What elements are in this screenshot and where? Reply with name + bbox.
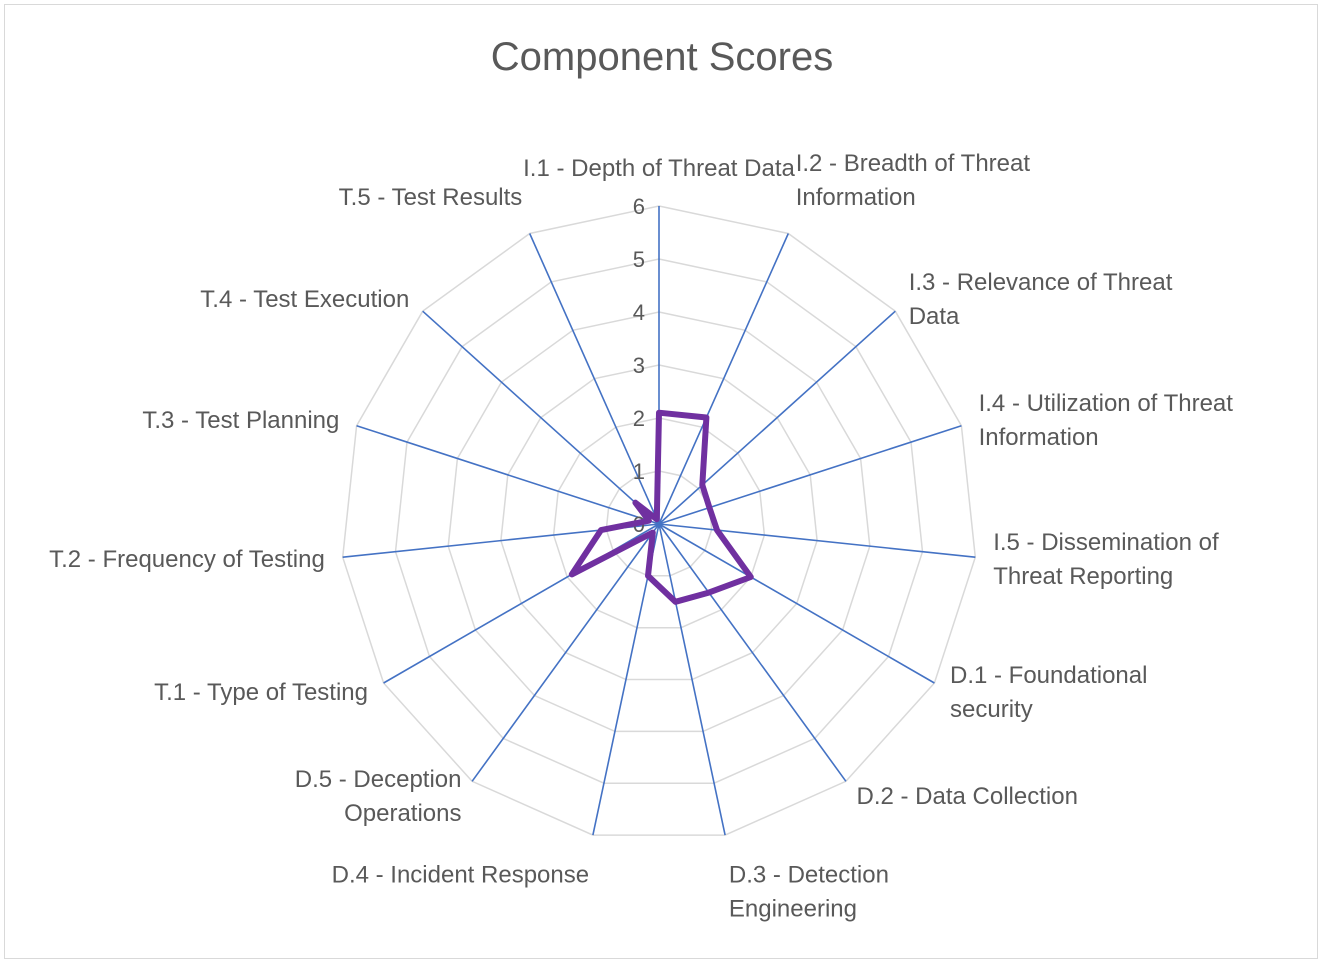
category-label-line: T.5 - Test Results <box>339 184 523 211</box>
tick-label: 2 <box>633 406 645 431</box>
category-label-line: Engineering <box>729 896 857 923</box>
radar-series <box>568 409 754 605</box>
tick-label: 4 <box>633 300 645 325</box>
grid-ring <box>341 205 977 836</box>
tick-label: 3 <box>633 353 645 378</box>
category-label: T.5 - Test Results <box>339 184 523 211</box>
category-label-line: Threat Reporting <box>993 563 1173 590</box>
radar-spoke <box>471 523 660 782</box>
chart-title: Component Scores <box>491 35 833 79</box>
radar-category-labels: I.1 - Depth of Threat Data I.2 - Breadth … <box>49 150 1233 923</box>
category-label-line: T.1 - Type of Testing <box>154 679 368 706</box>
tick-label: 5 <box>633 247 645 272</box>
category-label-line: D.1 - Foundational <box>950 662 1147 689</box>
series-line <box>568 409 754 605</box>
radar-spoke <box>658 523 935 684</box>
radar-spoke <box>422 310 660 525</box>
category-label-line: Operations <box>344 800 461 827</box>
grid-ring <box>394 258 924 784</box>
grid-ring <box>447 311 871 733</box>
radar-spoke <box>658 523 976 558</box>
chart-frame <box>4 4 1318 959</box>
category-label-line: Information <box>796 184 916 211</box>
radar-spoke <box>528 233 660 525</box>
category-label: D.3 - Detection Engineering <box>729 862 889 923</box>
category-label-line: security <box>950 696 1033 723</box>
radar-spoke <box>658 233 790 525</box>
category-label-line: T.3 - Test Planning <box>142 407 339 434</box>
category-label: D.5 - Deception Operations <box>295 766 462 827</box>
category-label-line: I.2 - Breadth of Threat <box>796 150 1031 177</box>
category-label: T.3 - Test Planning <box>142 407 339 434</box>
category-label: T.4 - Test Execution <box>200 286 409 313</box>
category-label: D.1 - Foundational security <box>950 662 1147 723</box>
category-label-line: I.4 - Utilization of Threat <box>979 390 1234 417</box>
category-label-line: D.2 - Data Collection <box>857 783 1078 810</box>
category-label: D.2 - Data Collection <box>857 783 1078 810</box>
category-label-line: Information <box>979 424 1099 451</box>
tick-label: 1 <box>633 459 645 484</box>
category-label-line: I.3 - Relevance of Threat <box>909 269 1173 296</box>
grid-ring <box>552 417 766 629</box>
category-label-line: D.4 - Incident Response <box>332 862 589 889</box>
radar-spoke <box>658 523 726 836</box>
radar-spoke <box>658 310 896 525</box>
category-label: D.4 - Incident Response <box>332 862 589 889</box>
category-label-line: T.4 - Test Execution <box>200 286 409 313</box>
grid-ring <box>500 364 818 681</box>
category-label: T.2 - Frequency of Testing <box>49 546 325 573</box>
category-label: I.2 - Breadth of Threat Information <box>796 150 1031 211</box>
category-label: I.1 - Depth of Threat Data <box>523 155 795 182</box>
category-label: I.3 - Relevance of Threat Data <box>909 269 1173 330</box>
category-label-line: D.3 - Detection <box>729 862 889 889</box>
category-label: I.5 - Dissemination of Threat Reporting <box>993 529 1219 590</box>
radar-spoke <box>658 523 847 782</box>
tick-label: 6 <box>633 194 645 219</box>
category-label-line: T.2 - Frequency of Testing <box>49 546 325 573</box>
category-label: I.4 - Utilization of Threat Information <box>979 390 1234 451</box>
category-label: T.1 - Type of Testing <box>154 679 368 706</box>
category-label-line: I.1 - Depth of Threat Data <box>523 155 795 182</box>
radar-spoke <box>356 424 660 525</box>
category-label-line: I.5 - Dissemination of <box>993 529 1219 556</box>
category-label-line: D.5 - Deception <box>295 766 462 793</box>
category-label-line: Data <box>909 303 960 330</box>
